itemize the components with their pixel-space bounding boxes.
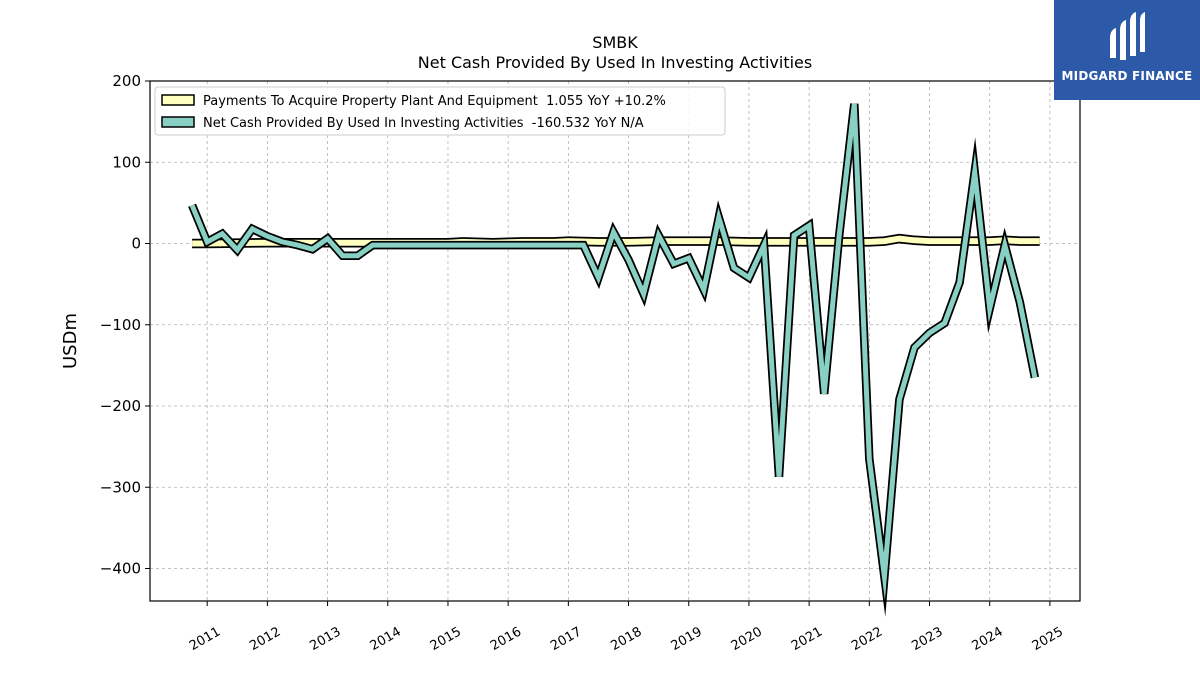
net-investing-series-outline	[188, 103, 1040, 617]
chart-subtitle: Net Cash Provided By Used In Investing A…	[418, 53, 812, 72]
x-tick-label: 2015	[428, 624, 464, 654]
brand-logo: MIDGARD FINANCE	[1054, 0, 1200, 100]
legend-label-net-investing: Net Cash Provided By Used In Investing A…	[203, 116, 644, 131]
x-tick-label: 2019	[669, 624, 705, 654]
chart-title: SMBK	[592, 33, 638, 52]
x-tick-label: 2017	[548, 624, 584, 654]
y-axis: 200 100 0 −100 −200 −300 −400	[100, 72, 150, 578]
legend-swatch-capex	[161, 94, 195, 106]
legend-label-capex: Payments To Acquire Property Plant And E…	[203, 94, 666, 109]
x-tick-label: 2023	[909, 624, 945, 654]
y-tick-label: −300	[100, 478, 141, 496]
series-layer	[188, 103, 1040, 617]
legend-swatch-net-investing	[161, 116, 195, 128]
x-tick-label: 2024	[970, 624, 1006, 654]
y-tick-label: −100	[100, 316, 141, 334]
net-investing-series-line	[189, 103, 1038, 601]
y-tick-label: −200	[100, 397, 141, 415]
y-tick-label: 200	[112, 72, 141, 90]
y-axis-label: USDm	[60, 313, 81, 369]
y-tick-label: 0	[131, 235, 141, 253]
legend-box	[154, 86, 726, 136]
grid	[150, 80, 1080, 601]
x-tick-label: 2018	[608, 624, 644, 654]
x-tick-label: 2016	[488, 624, 524, 654]
x-tick-label: 2020	[729, 624, 765, 654]
x-tick-label: 2022	[849, 624, 885, 654]
plot-frame	[149, 80, 1081, 602]
x-tick-label: 2021	[789, 624, 825, 654]
x-tick-label: 2025	[1030, 624, 1066, 654]
legend: Payments To Acquire Property Plant And E…	[154, 86, 726, 136]
brand-name: MIDGARD FINANCE	[1061, 69, 1193, 83]
y-tick-label: −400	[100, 560, 141, 578]
y-tick-label: 100	[112, 153, 141, 171]
x-tick-label: 2012	[247, 624, 283, 654]
x-tick-label: 2014	[368, 624, 404, 654]
midgard-logo-icon	[1110, 12, 1145, 60]
x-tick-label: 2013	[307, 624, 343, 654]
x-tick-label: 2011	[187, 624, 223, 654]
x-axis: 2011 2012 2013 2014 2015 2016 2017 2018 2019 2020…	[187, 601, 1066, 654]
